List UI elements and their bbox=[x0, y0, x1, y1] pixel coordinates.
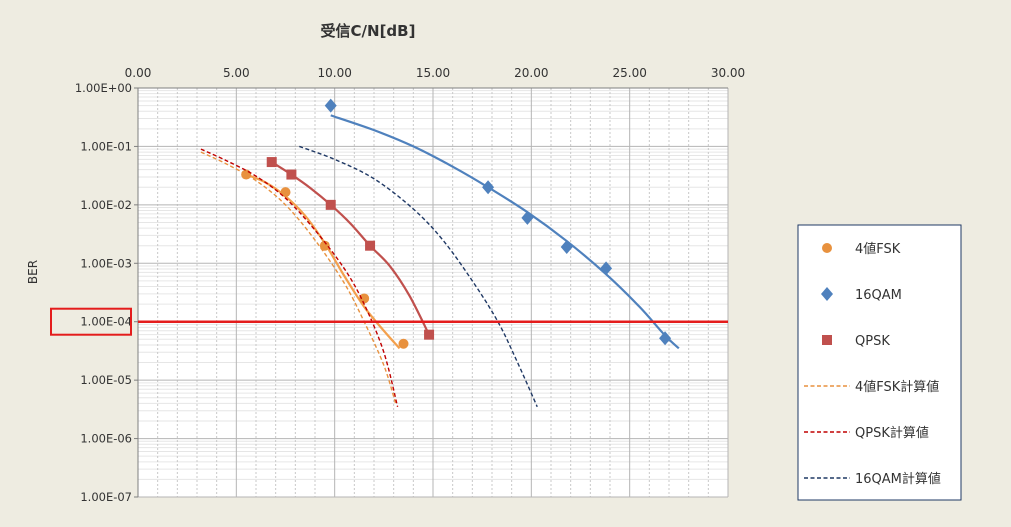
data-point bbox=[398, 338, 409, 349]
data-point bbox=[365, 240, 376, 251]
calculated-curve bbox=[200, 148, 399, 407]
data-point bbox=[324, 98, 337, 113]
data-point bbox=[286, 169, 297, 180]
calculated-curve bbox=[200, 151, 397, 404]
highlight-box bbox=[50, 307, 132, 336]
x-tick-label: 25.00 bbox=[612, 66, 646, 80]
x-tick-label: 20.00 bbox=[514, 66, 548, 80]
y-tick-label: 1.00E+00 bbox=[75, 81, 132, 95]
data-point bbox=[521, 210, 534, 225]
series bbox=[200, 148, 399, 407]
y-tick-label: 1.00E-06 bbox=[80, 432, 132, 446]
legend-label: QPSK計算値 bbox=[855, 425, 929, 441]
chart-title: 受信C/N[dB] bbox=[321, 22, 416, 40]
legend-label: 16QAM bbox=[855, 288, 902, 303]
data-point bbox=[482, 180, 495, 195]
legend-swatch bbox=[821, 287, 833, 301]
trend-curve bbox=[271, 161, 431, 336]
data-point bbox=[325, 199, 336, 210]
legend-label: 4値FSK bbox=[855, 241, 901, 257]
legend-label: 4値FSK計算値 bbox=[855, 379, 939, 395]
y-tick-label: 1.00E-07 bbox=[80, 490, 132, 504]
y-tick-label: 1.00E-03 bbox=[80, 256, 132, 270]
x-tick-label: 0.00 bbox=[125, 66, 152, 80]
data-point bbox=[600, 261, 613, 276]
y-tick-label: 1.00E-02 bbox=[80, 198, 132, 212]
legend-label: QPSK bbox=[855, 334, 890, 349]
legend-swatch bbox=[822, 243, 832, 253]
data-point bbox=[359, 293, 370, 304]
data-point bbox=[560, 239, 573, 254]
axes: 0.00 5.00 10.00 15.00 20.00 25.00 30.00 1.00E+0… bbox=[50, 66, 745, 504]
series bbox=[266, 157, 435, 340]
data-point bbox=[659, 331, 672, 346]
x-tick-label: 10.00 bbox=[317, 66, 351, 80]
y-tick-label: 1.00E-01 bbox=[80, 139, 132, 153]
x-tick-label: 5.00 bbox=[223, 66, 250, 80]
x-tick-label: 30.00 bbox=[711, 66, 745, 80]
series bbox=[324, 98, 680, 350]
y-axis-label: BER bbox=[26, 260, 40, 284]
x-tick-label: 15.00 bbox=[416, 66, 450, 80]
series bbox=[200, 151, 397, 404]
legend-label: 16QAM計算値 bbox=[855, 471, 941, 487]
legend-swatch bbox=[822, 335, 832, 345]
data-point bbox=[424, 329, 435, 340]
data-point bbox=[280, 187, 291, 198]
data-point bbox=[266, 157, 277, 168]
data-point bbox=[319, 240, 330, 251]
legend-box bbox=[797, 224, 962, 501]
y-tick-label: 1.00E-04 bbox=[80, 315, 132, 329]
y-tick-label: 1.00E-05 bbox=[80, 373, 132, 387]
series-layer bbox=[138, 98, 728, 408]
legend: 4値FSK 16QAM QPSK 4値FSK計算値 QPSK計算値 16QAM計算値 bbox=[797, 224, 962, 501]
data-point bbox=[241, 169, 252, 180]
grid bbox=[137, 87, 729, 498]
